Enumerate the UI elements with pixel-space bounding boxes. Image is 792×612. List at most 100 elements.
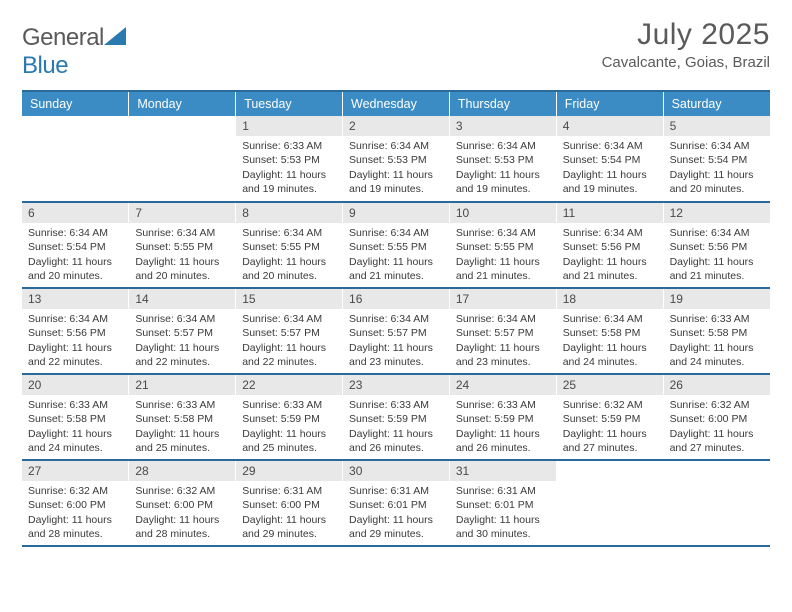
- daylight-line: Daylight: 11 hours and 20 minutes.: [242, 255, 336, 283]
- sunrise-line: Sunrise: 6:34 AM: [563, 139, 657, 153]
- sunset-line: Sunset: 5:59 PM: [563, 412, 657, 426]
- sunrise-line: Sunrise: 6:34 AM: [563, 312, 657, 326]
- calendar-day-cell: 13Sunrise: 6:34 AMSunset: 5:56 PMDayligh…: [22, 288, 129, 374]
- daylight-line: Daylight: 11 hours and 20 minutes.: [135, 255, 229, 283]
- calendar-day-cell: 26Sunrise: 6:32 AMSunset: 6:00 PMDayligh…: [663, 374, 770, 460]
- day-number: 17: [450, 289, 556, 309]
- calendar-day-cell: 31Sunrise: 6:31 AMSunset: 6:01 PMDayligh…: [449, 460, 556, 546]
- calendar-day-cell: 15Sunrise: 6:34 AMSunset: 5:57 PMDayligh…: [236, 288, 343, 374]
- day-body: Sunrise: 6:31 AMSunset: 6:00 PMDaylight:…: [236, 481, 342, 545]
- day-number: 7: [129, 203, 235, 223]
- weekday-header: Wednesday: [343, 91, 450, 116]
- daylight-line: Daylight: 11 hours and 28 minutes.: [28, 513, 122, 541]
- weekday-header: Monday: [129, 91, 236, 116]
- calendar-day-cell: 30Sunrise: 6:31 AMSunset: 6:01 PMDayligh…: [343, 460, 450, 546]
- daylight-line: Daylight: 11 hours and 22 minutes.: [28, 341, 122, 369]
- sunset-line: Sunset: 6:00 PM: [670, 412, 764, 426]
- day-number: 5: [664, 116, 770, 136]
- sunrise-line: Sunrise: 6:31 AM: [242, 484, 336, 498]
- day-number: 6: [22, 203, 128, 223]
- brand-triangle-icon: [104, 27, 126, 45]
- daylight-line: Daylight: 11 hours and 26 minutes.: [456, 427, 550, 455]
- sunrise-line: Sunrise: 6:32 AM: [563, 398, 657, 412]
- daylight-line: Daylight: 11 hours and 29 minutes.: [242, 513, 336, 541]
- sunset-line: Sunset: 5:59 PM: [456, 412, 550, 426]
- calendar-day-cell: 21Sunrise: 6:33 AMSunset: 5:58 PMDayligh…: [129, 374, 236, 460]
- weekday-header: Tuesday: [236, 91, 343, 116]
- calendar-day-cell: 4Sunrise: 6:34 AMSunset: 5:54 PMDaylight…: [556, 116, 663, 202]
- day-number: 4: [557, 116, 663, 136]
- daylight-line: Daylight: 11 hours and 20 minutes.: [670, 168, 764, 196]
- sunset-line: Sunset: 6:00 PM: [28, 498, 122, 512]
- day-number: 21: [129, 375, 235, 395]
- calendar-day-cell: 27Sunrise: 6:32 AMSunset: 6:00 PMDayligh…: [22, 460, 129, 546]
- daylight-line: Daylight: 11 hours and 21 minutes.: [456, 255, 550, 283]
- day-body: Sunrise: 6:31 AMSunset: 6:01 PMDaylight:…: [343, 481, 449, 545]
- sunrise-line: Sunrise: 6:34 AM: [242, 226, 336, 240]
- daylight-line: Daylight: 11 hours and 27 minutes.: [670, 427, 764, 455]
- sunset-line: Sunset: 5:56 PM: [28, 326, 122, 340]
- weekday-header: Friday: [556, 91, 663, 116]
- daylight-line: Daylight: 11 hours and 28 minutes.: [135, 513, 229, 541]
- day-number: 18: [557, 289, 663, 309]
- daylight-line: Daylight: 11 hours and 24 minutes.: [670, 341, 764, 369]
- calendar-page: General Blue July 2025 Cavalcante, Goias…: [0, 0, 792, 565]
- sunrise-line: Sunrise: 6:32 AM: [670, 398, 764, 412]
- day-number: 10: [450, 203, 556, 223]
- sunset-line: Sunset: 5:59 PM: [349, 412, 443, 426]
- sunset-line: Sunset: 5:54 PM: [28, 240, 122, 254]
- calendar-empty-cell: [129, 116, 236, 202]
- day-number: 1: [236, 116, 342, 136]
- calendar-day-cell: 5Sunrise: 6:34 AMSunset: 5:54 PMDaylight…: [663, 116, 770, 202]
- sunrise-line: Sunrise: 6:34 AM: [670, 139, 764, 153]
- daylight-line: Daylight: 11 hours and 26 minutes.: [349, 427, 443, 455]
- sunrise-line: Sunrise: 6:34 AM: [349, 139, 443, 153]
- calendar-day-cell: 7Sunrise: 6:34 AMSunset: 5:55 PMDaylight…: [129, 202, 236, 288]
- daylight-line: Daylight: 11 hours and 21 minutes.: [670, 255, 764, 283]
- sunset-line: Sunset: 5:55 PM: [456, 240, 550, 254]
- sunset-line: Sunset: 5:57 PM: [456, 326, 550, 340]
- sunset-line: Sunset: 5:53 PM: [456, 153, 550, 167]
- day-body: Sunrise: 6:34 AMSunset: 5:56 PMDaylight:…: [664, 223, 770, 287]
- sunrise-line: Sunrise: 6:33 AM: [242, 139, 336, 153]
- calendar-day-cell: 20Sunrise: 6:33 AMSunset: 5:58 PMDayligh…: [22, 374, 129, 460]
- calendar-day-cell: 23Sunrise: 6:33 AMSunset: 5:59 PMDayligh…: [343, 374, 450, 460]
- day-body: Sunrise: 6:34 AMSunset: 5:53 PMDaylight:…: [343, 136, 449, 200]
- calendar-day-cell: 29Sunrise: 6:31 AMSunset: 6:00 PMDayligh…: [236, 460, 343, 546]
- day-body: Sunrise: 6:34 AMSunset: 5:57 PMDaylight:…: [236, 309, 342, 373]
- day-body: Sunrise: 6:32 AMSunset: 6:00 PMDaylight:…: [22, 481, 128, 545]
- day-body: Sunrise: 6:33 AMSunset: 5:59 PMDaylight:…: [343, 395, 449, 459]
- daylight-line: Daylight: 11 hours and 29 minutes.: [349, 513, 443, 541]
- daylight-line: Daylight: 11 hours and 30 minutes.: [456, 513, 550, 541]
- calendar-day-cell: 16Sunrise: 6:34 AMSunset: 5:57 PMDayligh…: [343, 288, 450, 374]
- weekday-header: Thursday: [449, 91, 556, 116]
- day-number: 12: [664, 203, 770, 223]
- day-number: 28: [129, 461, 235, 481]
- day-number: 23: [343, 375, 449, 395]
- sunrise-line: Sunrise: 6:34 AM: [135, 226, 229, 240]
- day-body: Sunrise: 6:34 AMSunset: 5:56 PMDaylight:…: [557, 223, 663, 287]
- day-body: Sunrise: 6:34 AMSunset: 5:53 PMDaylight:…: [450, 136, 556, 200]
- daylight-line: Daylight: 11 hours and 19 minutes.: [242, 168, 336, 196]
- day-number: 25: [557, 375, 663, 395]
- brand-logo: General Blue: [22, 18, 126, 80]
- sunrise-line: Sunrise: 6:33 AM: [135, 398, 229, 412]
- calendar-week-row: 6 Sunrise: 6:34 AM Sunset: 5:54 PM Daylight…: [22, 202, 770, 288]
- sunset-line: Sunset: 6:00 PM: [242, 498, 336, 512]
- day-number: 26: [664, 375, 770, 395]
- daylight-line: Daylight: 11 hours and 25 minutes.: [242, 427, 336, 455]
- sunrise-line: Sunrise: 6:33 AM: [242, 398, 336, 412]
- daylight-line: Daylight: 11 hours and 21 minutes.: [563, 255, 657, 283]
- day-number: 19: [664, 289, 770, 309]
- day-number: 2: [343, 116, 449, 136]
- sunrise-line: Sunrise: 6:32 AM: [135, 484, 229, 498]
- day-body: Sunrise: 6:34 AMSunset: 5:54 PMDaylight:…: [557, 136, 663, 200]
- brand-text: General Blue: [22, 24, 126, 80]
- sunset-line: Sunset: 5:58 PM: [670, 326, 764, 340]
- daylight-line: Daylight: 11 hours and 23 minutes.: [349, 341, 443, 369]
- day-body: Sunrise: 6:32 AMSunset: 6:00 PMDaylight:…: [664, 395, 770, 459]
- daylight-line: Daylight: 11 hours and 23 minutes.: [456, 341, 550, 369]
- day-body: Sunrise: 6:33 AMSunset: 5:58 PMDaylight:…: [664, 309, 770, 373]
- calendar-day-cell: 1Sunrise: 6:33 AMSunset: 5:53 PMDaylight…: [236, 116, 343, 202]
- day-body: Sunrise: 6:34 AMSunset: 5:57 PMDaylight:…: [129, 309, 235, 373]
